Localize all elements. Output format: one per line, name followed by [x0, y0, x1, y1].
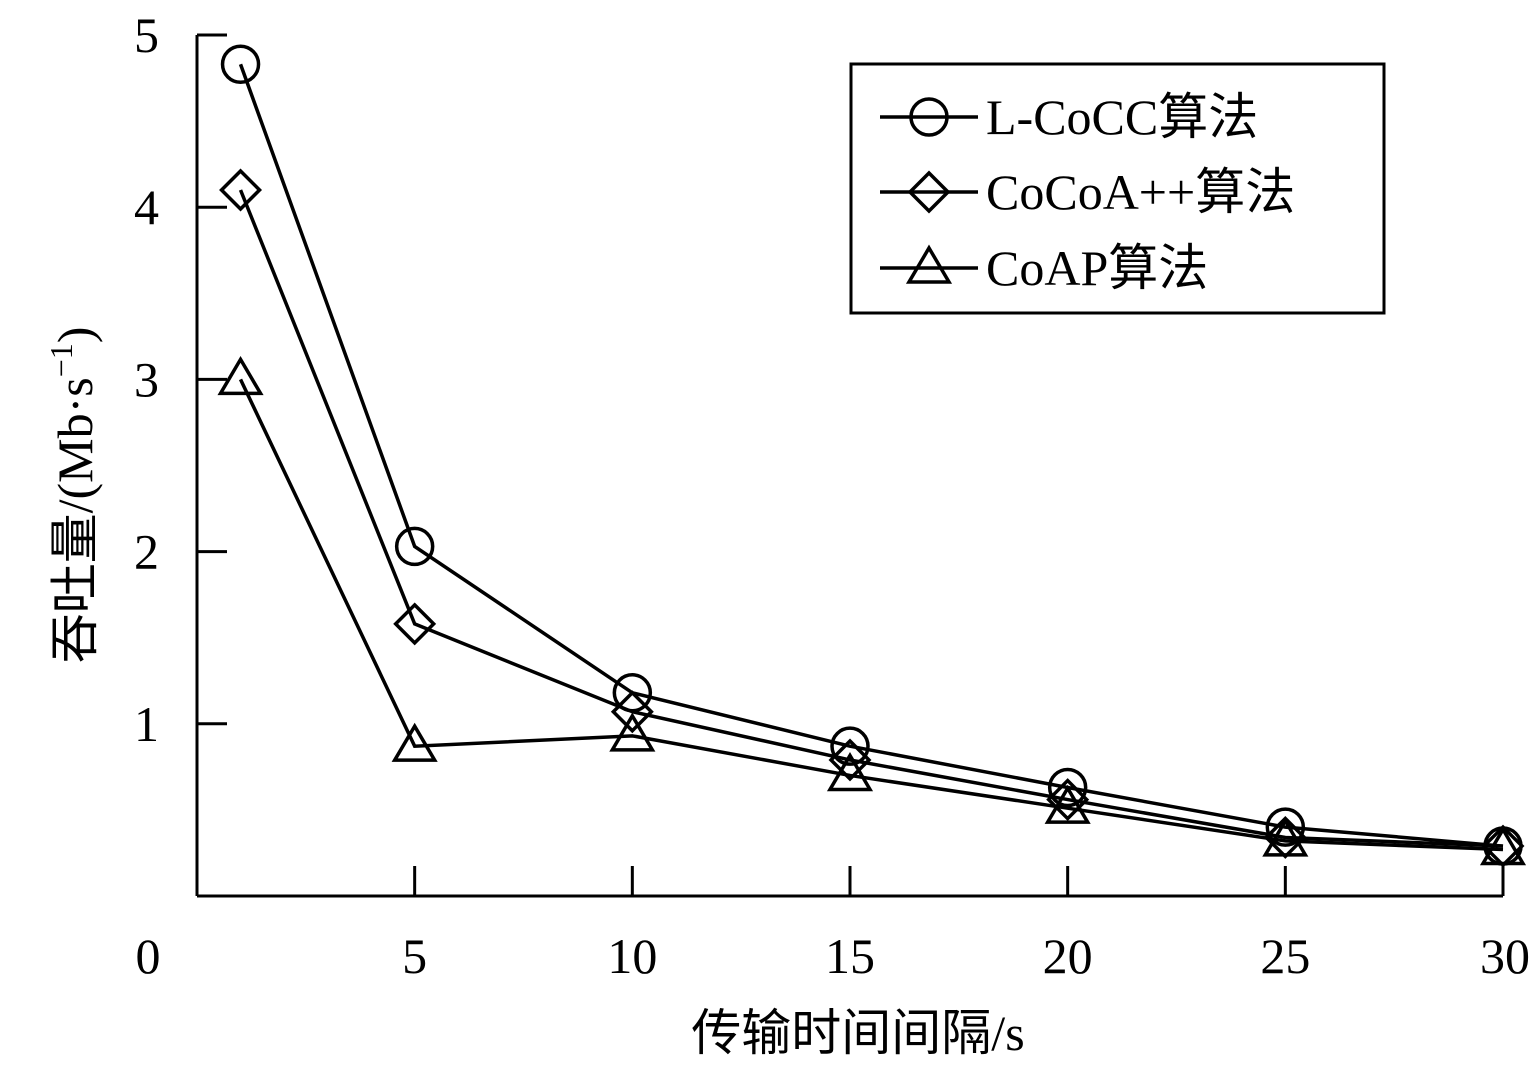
- legend: L-CoCC算法 CoCoA++算法 CoAP算法: [849, 62, 1386, 315]
- x-tick-label: 20: [1043, 928, 1093, 984]
- y-tick-label: 3: [134, 351, 159, 407]
- y-axis-title-main: 吞吐量/(Mb·s: [47, 377, 103, 663]
- data-point-triangle: [217, 355, 264, 396]
- legend-label: L-CoCC算法: [986, 89, 1258, 145]
- data-point-triangle: [1044, 784, 1091, 824]
- series-line-diamond: [238, 189, 1504, 848]
- data-point-circle: [1265, 807, 1306, 847]
- data-point-triangle: [391, 722, 438, 762]
- legend-label: CoCoA++算法: [986, 164, 1295, 220]
- data-point-circle: [1047, 767, 1088, 808]
- legend-marker-triangle: [905, 244, 953, 284]
- data-point-triangle: [609, 712, 656, 752]
- data-point-circle: [394, 526, 435, 567]
- data-point-diamond: [219, 168, 263, 212]
- legend-box: [849, 62, 1386, 315]
- data-point-diamond: [828, 738, 872, 782]
- x-tick-label: 15: [825, 928, 875, 984]
- series-diamond: [219, 168, 1525, 868]
- x-tick-label: 25: [1260, 928, 1310, 984]
- data-point-diamond: [610, 690, 654, 734]
- series-group: [217, 44, 1527, 868]
- x-tick-label: 0: [136, 928, 161, 984]
- y-tick-label: 1: [134, 696, 159, 752]
- data-point-triangle: [1479, 826, 1527, 866]
- data-point-triangle: [826, 752, 874, 792]
- series-line-circle: [238, 63, 1504, 848]
- x-ticks: 0 5 10 15 20 25 30: [136, 866, 1530, 984]
- legend-marker-circle: [909, 97, 949, 137]
- x-axis-title: 传输时间间隔/s: [691, 1005, 1024, 1061]
- y-tick-label: 4: [134, 179, 159, 235]
- legend-label: CoAP算法: [986, 240, 1208, 296]
- data-point-circle: [830, 726, 870, 766]
- x-tick-label: 5: [402, 928, 427, 984]
- y-tick-label: 5: [134, 7, 159, 63]
- data-point-circle: [220, 44, 261, 85]
- y-axis-title-sup: −1: [43, 343, 79, 377]
- y-axis-title-close: ): [47, 327, 103, 344]
- y-tick-label: 2: [134, 524, 159, 580]
- data-point-diamond: [393, 602, 437, 646]
- x-tick-label: 30: [1480, 928, 1530, 984]
- legend-marker-diamond: [907, 170, 951, 214]
- y-ticks: 1 2 3 4 5: [134, 7, 227, 752]
- y-axis-title: 吞吐量/(Mb·s−1): [43, 327, 103, 664]
- data-point-triangle: [1262, 817, 1309, 857]
- series-triangle: [217, 355, 1527, 866]
- series-line-triangle: [238, 378, 1504, 852]
- data-point-diamond: [1046, 778, 1090, 822]
- x-tick-label: 10: [607, 928, 657, 984]
